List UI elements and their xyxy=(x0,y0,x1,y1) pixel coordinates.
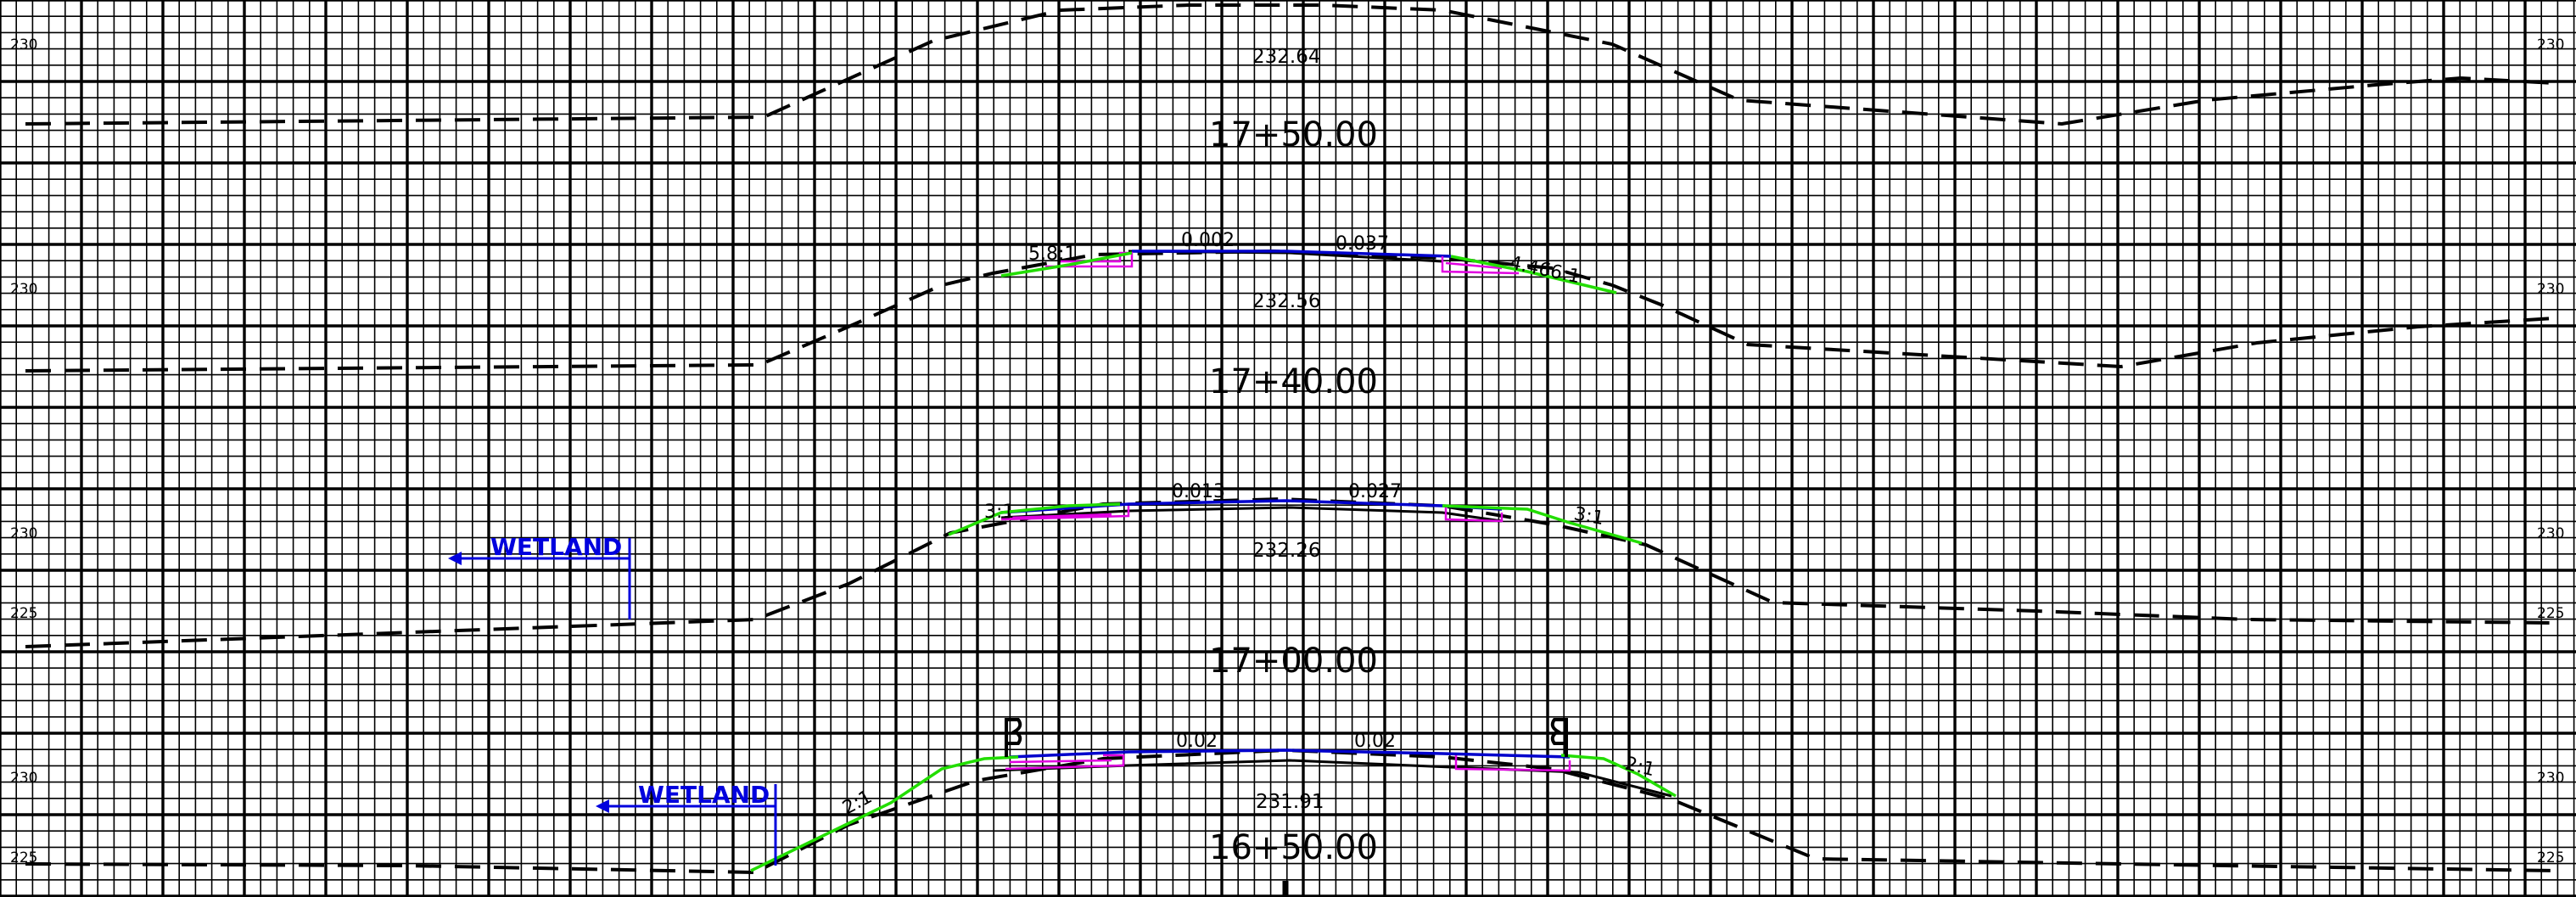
grid-label-left-3: 230 xyxy=(10,525,37,542)
grid-label-right-4: 225 xyxy=(2537,605,2564,622)
grid-label-left-6: 225 xyxy=(10,849,37,866)
section-17-50: 232.64 17+50.00 xyxy=(25,3,2555,154)
guardrail-left xyxy=(1005,718,1022,757)
wetland-label: WETLAND xyxy=(490,533,622,561)
section-elevation: 231.91 xyxy=(1256,791,1324,813)
guardrail-right xyxy=(1550,718,1568,757)
station-label: 17+40.00 xyxy=(1209,362,1378,401)
guardrail-post-icon xyxy=(1005,718,1022,757)
grid-label-right-5: 230 xyxy=(2537,770,2564,787)
grid-label-left-2: 230 xyxy=(10,281,37,298)
shoulder-right xyxy=(1441,256,1520,275)
slope-ratio-left: 5.8:1 xyxy=(1028,244,1076,265)
grid-label-left-1: 230 xyxy=(10,36,37,53)
section-elevation: 232.64 xyxy=(1252,46,1320,68)
wetland-marker: WETLAND xyxy=(596,781,777,866)
side-slope-right xyxy=(1560,754,1677,798)
slope-ratio-right: 3:1 xyxy=(1572,503,1605,530)
grid-label-left-5: 230 xyxy=(10,770,37,787)
shoulder-right xyxy=(1454,755,1571,772)
cross-slope-left: 0.013 xyxy=(1172,481,1225,502)
shoulder-left xyxy=(1005,754,1125,771)
side-slope-left xyxy=(1000,251,1133,278)
shoulder-left xyxy=(1000,506,1130,521)
existing-ground-line xyxy=(25,496,2555,648)
left-grid-labels: 230 230 230 225 230 225 xyxy=(10,36,37,866)
side-slope-right xyxy=(1450,255,1617,294)
side-slope-left xyxy=(948,502,1121,536)
wetland-marker: WETLAND xyxy=(448,533,631,619)
wetland-arrow-icon xyxy=(596,799,609,813)
cross-slope-right: 0.02 xyxy=(1354,731,1396,752)
grid-label-right-1: 230 xyxy=(2537,36,2564,53)
cross-slope-right: 0.037 xyxy=(1336,233,1389,255)
side-slope-left xyxy=(750,755,1019,872)
grid-label-right-6: 225 xyxy=(2537,849,2564,866)
wetland-label: WETLAND xyxy=(638,781,770,809)
section-elevation: 232.56 xyxy=(1252,290,1320,312)
grid-label-right-2: 230 xyxy=(2537,281,2564,298)
cross-slope-left: 0.02 xyxy=(1176,731,1218,752)
slope-ratio-left: 3:1 xyxy=(984,502,1014,523)
station-label: 17+50.00 xyxy=(1209,115,1378,154)
wetland-arrow-icon xyxy=(448,552,462,565)
grid-label-left-4: 225 xyxy=(10,605,37,622)
cross-slope-left: 0.002 xyxy=(1181,230,1235,251)
section-17-40: 5.8:1 4.466:1 0.002 0.037 232.56 17+40.0… xyxy=(25,230,2555,401)
subgrade-line xyxy=(1000,506,1503,523)
section-elevation: 232.26 xyxy=(1252,540,1320,562)
guardrail-post-icon xyxy=(1550,718,1568,757)
pavement-line xyxy=(1009,748,1571,759)
pavement-line xyxy=(1132,249,1452,258)
slope-ratio-right: 4.466:1 xyxy=(1508,252,1582,288)
grid-label-right-3: 230 xyxy=(2537,525,2564,542)
right-grid-labels: 230 230 230 225 230 225 xyxy=(2537,36,2564,866)
cross-slope-right: 0.027 xyxy=(1348,481,1402,502)
station-label: 17+00.00 xyxy=(1209,642,1378,681)
station-label: 16+50.00 xyxy=(1209,828,1378,867)
section-17-00: 3:1 3:1 0.013 0.027 232.26 17+00.00 WETL… xyxy=(25,481,2555,681)
section-16-50: 2:1 2:1 0.02 0.02 231.91 16+50.00 WETLAN… xyxy=(25,718,2555,897)
existing-ground-line xyxy=(25,249,2555,373)
existing-ground-line xyxy=(25,748,2555,875)
shoulder-right xyxy=(1444,507,1504,523)
existing-ground-line xyxy=(25,3,2555,126)
side-slope-right xyxy=(1442,504,1643,545)
